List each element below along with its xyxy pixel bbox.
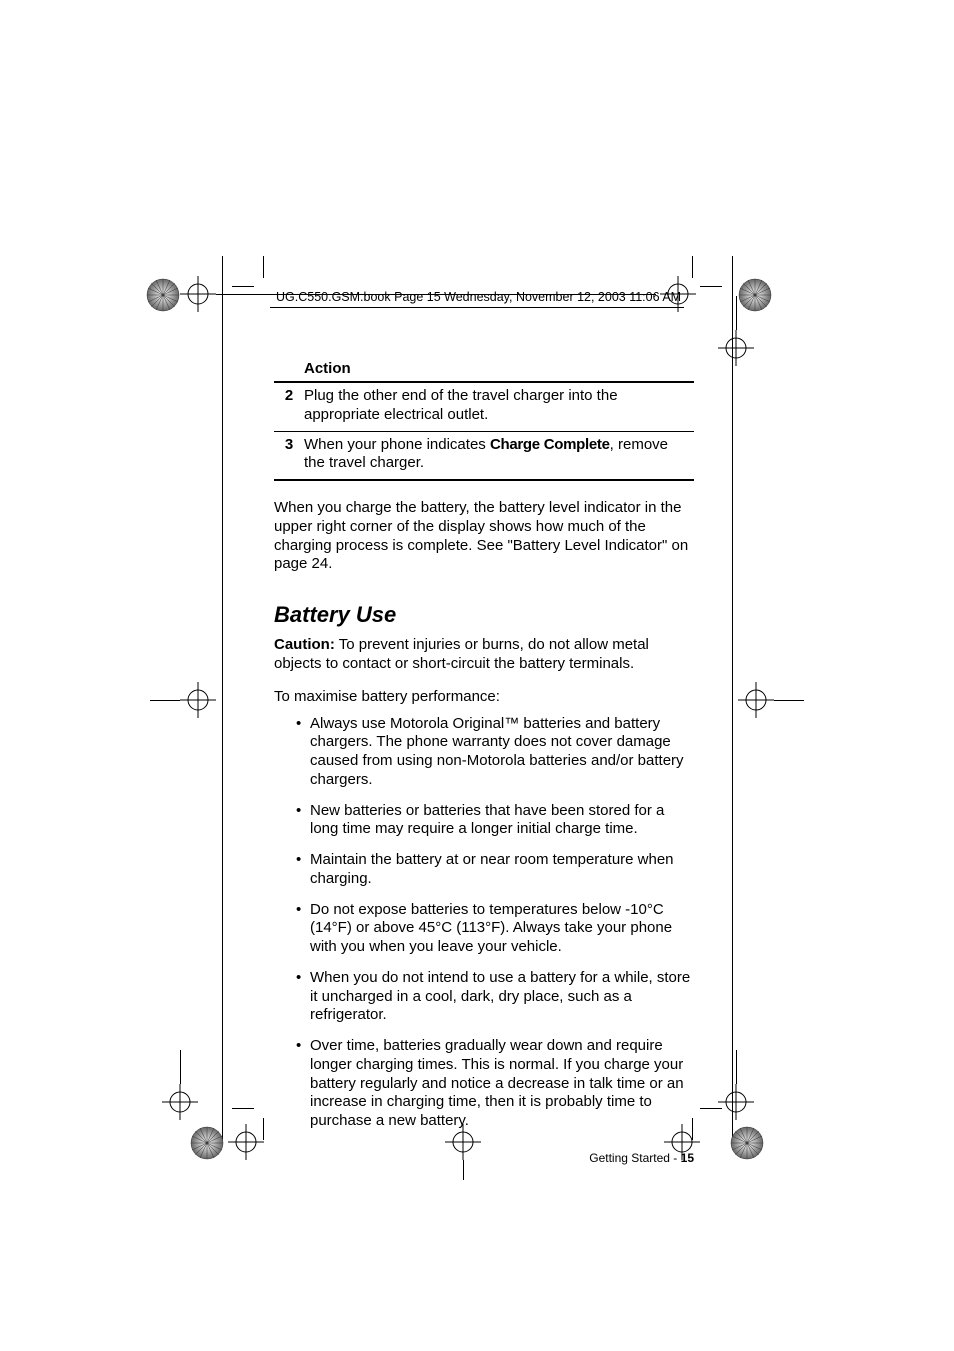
list-item: Over time, batteries gradually wear down… xyxy=(296,1037,694,1131)
guide-line xyxy=(180,1050,181,1084)
caution-label: Caution: xyxy=(274,636,335,653)
guide-line xyxy=(222,256,223,1140)
registration-mark xyxy=(738,682,774,718)
color-ball-icon xyxy=(146,278,180,312)
guide-line xyxy=(774,700,804,701)
table-row: 2 Plug the other end of the travel charg… xyxy=(274,383,694,432)
color-ball-icon xyxy=(730,1126,764,1160)
guide-line xyxy=(150,700,180,701)
crop-mark xyxy=(700,286,722,287)
list-item: When you do not intend to use a battery … xyxy=(296,969,694,1025)
header-rule xyxy=(270,307,684,308)
caution-paragraph: Caution: To prevent injuries or burns, d… xyxy=(274,636,694,674)
page-footer: Getting Started - 15 xyxy=(274,1151,694,1165)
registration-mark xyxy=(228,1124,264,1160)
step-text-pre: When your phone indicates xyxy=(304,436,490,453)
guide-line xyxy=(732,256,733,1140)
crop-mark xyxy=(263,256,264,278)
color-ball-icon xyxy=(738,278,772,312)
step-number: 3 xyxy=(274,436,304,474)
registration-mark xyxy=(718,330,754,366)
registration-mark xyxy=(718,1084,754,1120)
registration-mark xyxy=(162,1084,198,1120)
crop-mark xyxy=(232,286,254,287)
guide-line xyxy=(736,1050,737,1084)
table-row: 3 When your phone indicates Charge Compl… xyxy=(274,432,694,482)
step-text: Plug the other end of the travel charger… xyxy=(304,387,694,425)
crop-mark xyxy=(232,1108,254,1109)
page-header-meta: UG.C550.GSM.book Page 15 Wednesday, Nove… xyxy=(276,290,681,304)
guide-line xyxy=(736,296,737,330)
list-item: Always use Motorola Original™ batteries … xyxy=(296,715,694,790)
body-paragraph: To maximise battery performance: xyxy=(274,688,694,705)
list-item: New batteries or batteries that have bee… xyxy=(296,802,694,840)
list-item: Maintain the battery at or near room tem… xyxy=(296,851,694,889)
bullet-list: Always use Motorola Original™ batteries … xyxy=(274,715,694,1131)
display-text: Charge Complete xyxy=(490,436,610,453)
step-text: When your phone indicates Charge Complet… xyxy=(304,436,694,474)
page-content: Action 2 Plug the other end of the trave… xyxy=(274,360,694,1165)
section-heading: Battery Use xyxy=(274,602,694,628)
registration-mark xyxy=(180,682,216,718)
footer-page-number: 15 xyxy=(681,1151,694,1165)
body-paragraph: When you charge the battery, the battery… xyxy=(274,499,694,574)
footer-section: Getting Started - xyxy=(589,1151,680,1165)
color-ball-icon xyxy=(190,1126,224,1160)
crop-mark xyxy=(692,256,693,278)
step-number: 2 xyxy=(274,387,304,425)
registration-mark xyxy=(180,276,216,312)
list-item: Do not expose batteries to temperatures … xyxy=(296,901,694,957)
table-heading: Action xyxy=(274,360,694,383)
